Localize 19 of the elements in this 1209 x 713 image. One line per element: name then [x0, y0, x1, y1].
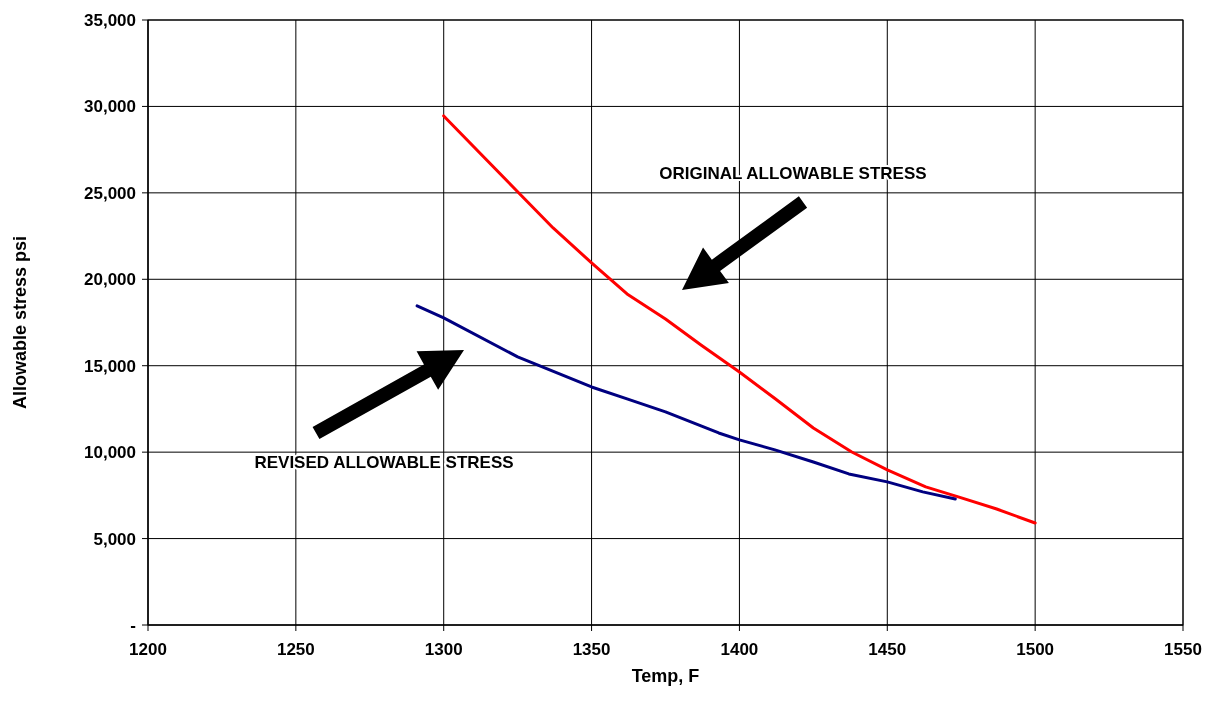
- x-tick-label: 1300: [424, 640, 463, 659]
- x-tick-label: 1250: [276, 640, 315, 659]
- x-tick-label: 1450: [868, 640, 907, 659]
- y-tick-label: 25,000: [84, 183, 136, 203]
- y-tick-label: 35,000: [84, 11, 136, 30]
- x-tick-label: 1200: [129, 640, 167, 659]
- y-tick-label: 10,000: [84, 443, 136, 463]
- y-tick-label: 20,000: [84, 270, 136, 290]
- y-tick-label: -: [130, 616, 136, 635]
- x-tick-label: 1350: [572, 640, 611, 659]
- x-tick-label: 1550: [1164, 640, 1202, 659]
- x-tick-label: 1400: [720, 640, 759, 659]
- line-series: [442, 114, 1037, 525]
- x-axis-title: Temp, F: [631, 666, 700, 686]
- y-tick-label: 15,000: [84, 356, 136, 376]
- y-axis-title: Allowable stress psi: [10, 235, 30, 410]
- y-tick-label: 5,000: [93, 529, 136, 549]
- y-tick-label: 30,000: [84, 97, 136, 117]
- x-tick-label: 1500: [1016, 640, 1055, 659]
